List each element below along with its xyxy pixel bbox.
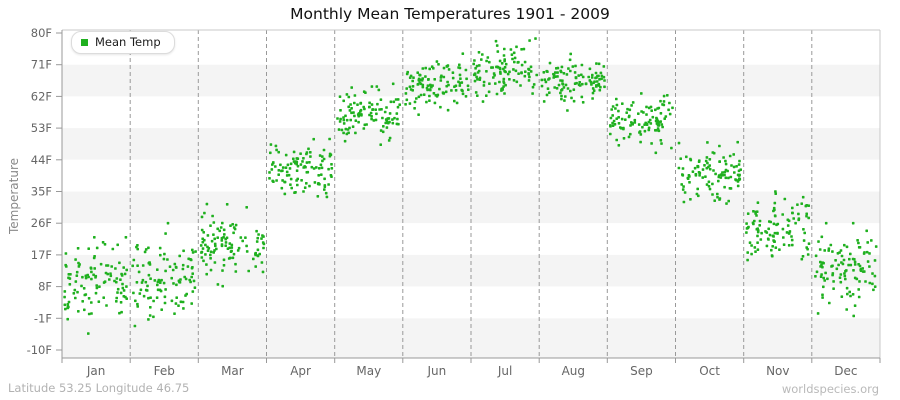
legend-square-marker-icon (81, 39, 88, 46)
svg-text:71F: 71F (31, 58, 52, 72)
svg-text:Mar: Mar (221, 364, 244, 378)
svg-text:-1F: -1F (34, 311, 52, 325)
svg-text:44F: 44F (31, 153, 52, 167)
month-separator-gridlines (129, 30, 813, 358)
scatter-points (63, 37, 878, 335)
y-axis-tick-labels: 80F 71F 62F 53F 44F 35F 26F 17F 8F -1F -10F (27, 26, 62, 357)
svg-text:-10F: -10F (27, 343, 52, 357)
x-axis-tick-labels: Jan Feb Mar Apr May Jun Jul Aug Sep Oct Nov Dec (61, 358, 881, 378)
svg-text:8F: 8F (38, 280, 52, 294)
svg-text:Dec: Dec (834, 364, 857, 378)
svg-text:Nov: Nov (766, 364, 789, 378)
svg-text:53F: 53F (31, 121, 52, 135)
svg-text:17F: 17F (31, 248, 52, 262)
svg-text:May: May (356, 364, 381, 378)
svg-text:80F: 80F (31, 26, 52, 40)
svg-text:26F: 26F (31, 216, 52, 230)
svg-text:Jan: Jan (86, 364, 106, 378)
legend: Mean Temp (71, 31, 175, 54)
svg-text:Jul: Jul (497, 364, 512, 378)
svg-text:35F: 35F (31, 185, 52, 199)
legend-label: Mean Temp (95, 34, 161, 49)
svg-text:Apr: Apr (290, 364, 311, 378)
footer-site-credit: worldspecies.org (781, 382, 879, 396)
svg-text:Sep: Sep (630, 364, 653, 378)
footer-coordinates: Latitude 53.25 Longitude 46.75 (8, 381, 190, 395)
svg-text:Oct: Oct (699, 364, 720, 378)
svg-text:Aug: Aug (562, 364, 585, 378)
svg-text:62F: 62F (31, 89, 52, 103)
chart-title: Monthly Mean Temperatures 1901 - 2009 (290, 5, 610, 23)
svg-text:Jun: Jun (427, 364, 447, 378)
svg-text:Feb: Feb (154, 364, 175, 378)
